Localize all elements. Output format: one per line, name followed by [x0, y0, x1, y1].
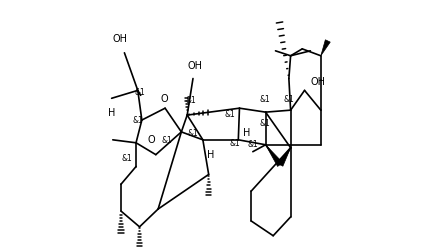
Polygon shape	[265, 145, 283, 166]
Text: &1: &1	[259, 119, 270, 128]
Polygon shape	[277, 148, 291, 166]
Text: &1: &1	[248, 140, 259, 149]
Text: &1: &1	[284, 95, 295, 104]
Text: &1: &1	[230, 139, 240, 148]
Text: &1: &1	[188, 129, 198, 138]
Text: &1: &1	[134, 88, 145, 97]
Text: H: H	[243, 128, 251, 138]
Text: OH: OH	[187, 61, 203, 71]
Text: OH: OH	[113, 34, 128, 44]
Text: &1: &1	[225, 110, 235, 119]
Text: &1: &1	[132, 116, 143, 125]
Text: OH: OH	[310, 77, 325, 87]
Text: O: O	[148, 135, 155, 145]
Text: O: O	[160, 94, 168, 104]
Text: H: H	[207, 150, 215, 160]
Text: &1: &1	[162, 136, 172, 145]
Polygon shape	[321, 40, 330, 56]
Text: &1: &1	[122, 154, 133, 163]
Text: H: H	[108, 108, 115, 118]
Text: &1: &1	[259, 95, 270, 104]
Text: &1: &1	[186, 96, 196, 105]
